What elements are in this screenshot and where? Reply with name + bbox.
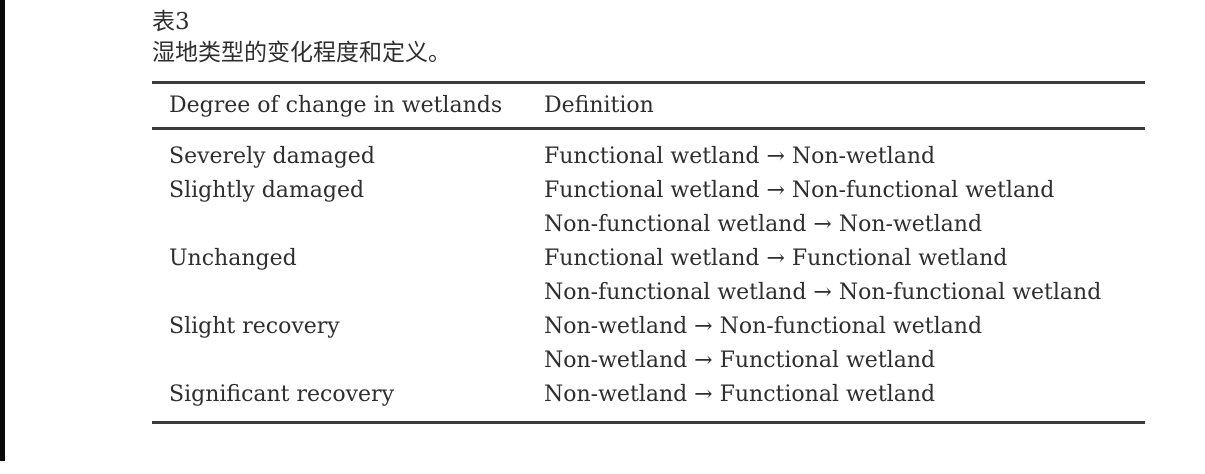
table-row: Slight recovery Non-wetland → Non-functi… xyxy=(169,310,1145,344)
column-header-definition: Definition xyxy=(544,92,654,118)
table-caption-number: 表3 xyxy=(152,9,190,35)
table-row: Non-functional wetland → Non-functional … xyxy=(169,276,1145,310)
degree-cell xyxy=(169,208,544,242)
definition-cell: Functional wetland → Non-functional wetl… xyxy=(544,178,1055,203)
definition-cell: Non-wetland → Non-functional wetland xyxy=(544,314,983,339)
table-row: Significant recovery Non-wetland → Funct… xyxy=(169,378,1145,412)
definition-cell: Non-functional wetland → Non-functional … xyxy=(544,280,1102,305)
definition-cell: Functional wetland → Non-wetland xyxy=(544,144,936,169)
table-row: Severely damaged Functional wetland → No… xyxy=(169,140,1145,174)
definition-cell: Non-wetland → Functional wetland xyxy=(544,348,936,373)
page-edge-bar xyxy=(0,0,5,461)
table-body: Severely damaged Functional wetland → No… xyxy=(152,130,1145,424)
definition-cell: Non-functional wetland → Non-wetland xyxy=(544,212,983,237)
degree-cell: Slightly damaged xyxy=(169,178,365,203)
table-caption-text: 湿地类型的变化程度和定义。 xyxy=(152,40,451,66)
table-row: Unchanged Functional wetland → Functiona… xyxy=(169,242,1145,276)
table-row: Non-functional wetland → Non-wetland xyxy=(169,208,1145,242)
degree-cell xyxy=(169,344,544,378)
degree-cell: Slight recovery xyxy=(169,314,340,339)
wetland-change-table: Degree of change in wetlands Definition … xyxy=(152,81,1145,424)
definition-cell: Non-wetland → Functional wetland xyxy=(544,382,936,407)
degree-cell xyxy=(169,276,544,310)
definition-cell: Functional wetland → Functional wetland xyxy=(544,246,1008,271)
table-row: Non-wetland → Functional wetland xyxy=(169,344,1145,378)
degree-cell: Unchanged xyxy=(169,246,297,271)
table-block: 表3 湿地类型的变化程度和定义。 Degree of change in wet… xyxy=(152,0,1145,424)
table-row: Slightly damaged Functional wetland → No… xyxy=(169,174,1145,208)
column-header-degree: Degree of change in wetlands xyxy=(169,92,503,118)
table-header-row: Degree of change in wetlands Definition xyxy=(152,81,1145,130)
degree-cell: Significant recovery xyxy=(169,382,395,407)
degree-cell: Severely damaged xyxy=(169,144,375,169)
